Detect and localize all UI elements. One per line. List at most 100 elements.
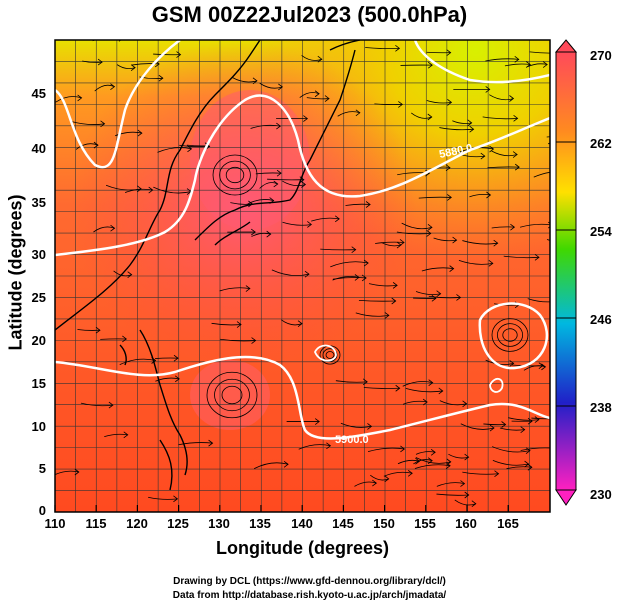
streamline bbox=[491, 226, 515, 229]
y-tick-label: 15 bbox=[31, 376, 46, 391]
x-tick-label: 140 bbox=[291, 516, 313, 531]
streamline bbox=[267, 178, 304, 181]
contour-5900 bbox=[55, 355, 550, 440]
axis-ticks bbox=[54, 505, 509, 512]
streamline-arrow bbox=[245, 285, 251, 292]
geopotential-contours bbox=[55, 40, 550, 440]
streamline bbox=[403, 400, 428, 405]
streamline bbox=[301, 55, 322, 61]
colorbar bbox=[554, 39, 578, 506]
streamline-arrow bbox=[250, 228, 256, 236]
streamline-arrow bbox=[251, 337, 257, 344]
streamline-arrow bbox=[524, 460, 530, 468]
streamline bbox=[358, 299, 396, 302]
streamline-arrow bbox=[460, 480, 466, 487]
streamline bbox=[504, 63, 531, 67]
y-axis-label: Latitude (degrees) bbox=[5, 194, 26, 351]
streamline-arrow bbox=[447, 99, 453, 106]
streamline bbox=[363, 387, 400, 389]
streamline bbox=[415, 291, 441, 295]
streamline bbox=[82, 60, 103, 63]
streamline-arrow bbox=[278, 83, 284, 91]
streamline bbox=[462, 471, 499, 475]
streamline bbox=[355, 312, 389, 317]
streamline bbox=[230, 202, 253, 205]
streamline-arrow bbox=[449, 265, 455, 272]
streamline-arrow bbox=[301, 181, 307, 188]
colorbar-label: 254 bbox=[590, 224, 612, 239]
streamline bbox=[299, 92, 320, 98]
x-tick-label: 165 bbox=[497, 516, 519, 531]
x-tick-label: 120 bbox=[126, 516, 148, 531]
streamline-arrow bbox=[422, 398, 428, 406]
streamline bbox=[211, 322, 242, 326]
streamline bbox=[94, 84, 115, 92]
streamline bbox=[368, 283, 398, 287]
streamline-arrow bbox=[324, 95, 330, 102]
streamline bbox=[527, 298, 550, 303]
contour-5900-cell bbox=[478, 302, 549, 370]
streamline bbox=[157, 147, 192, 153]
x-axis-label: Longitude (degrees) bbox=[215, 538, 389, 558]
streamline bbox=[367, 447, 405, 453]
streamline bbox=[396, 231, 431, 235]
streamline bbox=[271, 269, 310, 276]
streamline bbox=[105, 184, 142, 191]
streamline bbox=[100, 338, 127, 340]
streamline bbox=[220, 338, 256, 342]
streamline bbox=[523, 365, 546, 371]
streamline-arrow bbox=[137, 129, 143, 137]
x-tick-label: 125 bbox=[167, 516, 189, 531]
streamline-arrow bbox=[462, 400, 468, 408]
streamline-arrow bbox=[407, 469, 413, 477]
streamline bbox=[255, 172, 282, 175]
streamline bbox=[436, 493, 469, 496]
streamline-arrow bbox=[436, 290, 442, 298]
streamline-arrow bbox=[391, 297, 397, 305]
y-tick-label: 30 bbox=[31, 247, 46, 262]
vortex-ring bbox=[225, 166, 245, 184]
streamline-arrow bbox=[488, 260, 494, 267]
streamline-arrow bbox=[534, 253, 540, 261]
streamline-arrow bbox=[427, 61, 433, 69]
streamline bbox=[503, 255, 540, 259]
streamline bbox=[247, 199, 274, 205]
streamline-arrow bbox=[276, 122, 282, 130]
streamline bbox=[499, 427, 525, 431]
streamline-arrow bbox=[520, 426, 526, 433]
streamline bbox=[531, 417, 550, 420]
streamline bbox=[381, 242, 402, 247]
contour-5880-ne bbox=[413, 40, 550, 84]
streamline-arrow bbox=[395, 45, 401, 52]
y-tick-label: 20 bbox=[31, 333, 46, 348]
streamline-arrow bbox=[489, 424, 495, 432]
contour-5880-north bbox=[55, 40, 181, 169]
streamline bbox=[281, 319, 303, 326]
streamline bbox=[259, 182, 278, 189]
streamline-arrow bbox=[398, 101, 403, 108]
streamline-arrow bbox=[427, 224, 433, 231]
streamline-arrow bbox=[471, 500, 477, 508]
streamline bbox=[433, 237, 457, 242]
streamline bbox=[415, 457, 451, 464]
streamline bbox=[383, 471, 413, 477]
streamline bbox=[332, 277, 367, 280]
streamline-arrow bbox=[362, 378, 368, 386]
streamline-arrow bbox=[445, 164, 451, 172]
map-title: GSM 00Z22Jul2023 (500.0hPa) bbox=[151, 2, 468, 27]
streamline bbox=[253, 462, 289, 470]
streamline bbox=[335, 380, 368, 383]
y-tick-label: 5 bbox=[38, 461, 46, 476]
streamline-arrow bbox=[428, 379, 434, 387]
streamline-arrow bbox=[452, 236, 458, 244]
streamline bbox=[178, 442, 213, 446]
streamline-arrow bbox=[136, 185, 142, 193]
colorbar-top-arrow bbox=[554, 39, 578, 53]
streamline-arrow bbox=[273, 180, 279, 188]
streamline bbox=[365, 47, 400, 50]
streamline-arrow bbox=[392, 282, 398, 289]
streamline-arrow bbox=[173, 495, 179, 503]
streamline bbox=[491, 446, 531, 453]
streamline-arrow bbox=[510, 223, 516, 231]
